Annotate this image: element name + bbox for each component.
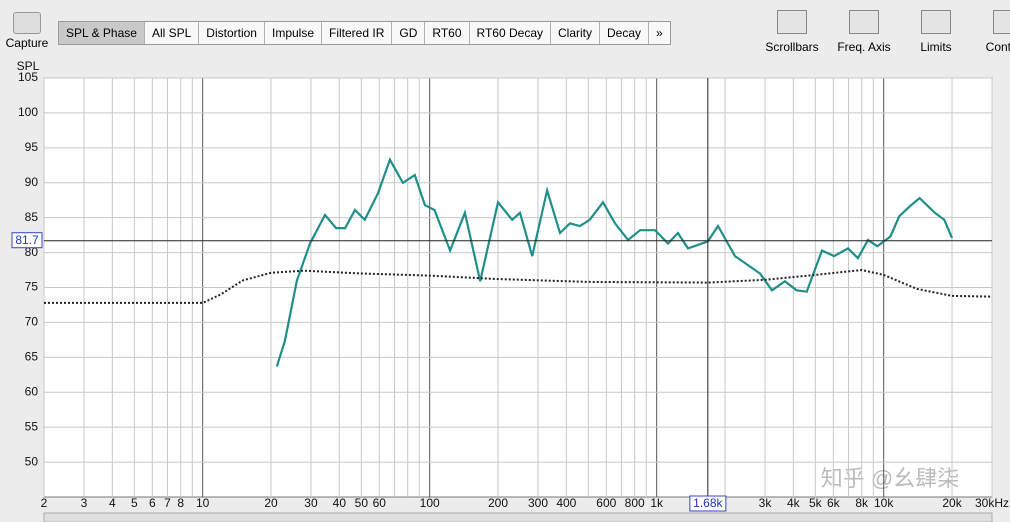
y-tick-label: 85: [25, 210, 39, 224]
x-tick-label: 10k: [874, 496, 894, 510]
y-tick-label: 105: [18, 70, 38, 84]
x-tick-label: 6k: [827, 496, 841, 510]
x-tick-label: 20k: [942, 496, 962, 510]
x-tick-label: 2: [41, 496, 48, 510]
tool-buttons: Scrollbars Freq. Axis Limits Controls: [760, 10, 1010, 54]
tool-button[interactable]: Controls: [976, 10, 1010, 54]
watermark: 知乎 @幺肆柒: [821, 466, 959, 491]
y-tick-label: 75: [25, 280, 39, 294]
y-tick-label: 95: [25, 140, 39, 154]
tab[interactable]: All SPL: [145, 22, 200, 44]
tool-label: Scrollbars: [765, 40, 819, 54]
x-tick-label: 4: [109, 496, 116, 510]
toolbar: Capture SPL & Phase All SPL Distortion Impu…: [0, 0, 1010, 60]
x-tick-label: 60: [373, 496, 387, 510]
tool-icon: [921, 10, 951, 34]
tool-button[interactable]: Limits: [904, 10, 968, 54]
tab[interactable]: Clarity: [551, 22, 601, 44]
x-tick-label: 8: [177, 496, 184, 510]
tab[interactable]: RT60: [425, 22, 470, 44]
x-tick-label: 5: [131, 496, 138, 510]
x-tick-label: 20: [264, 496, 278, 510]
x-tick-label: 50: [355, 496, 369, 510]
x-tick-label: 30kHz: [975, 496, 1009, 510]
tool-button[interactable]: Scrollbars: [760, 10, 824, 54]
tool-button[interactable]: Freq. Axis: [832, 10, 896, 54]
tool-label: Limits: [920, 40, 952, 54]
x-tick-label: 3: [81, 496, 88, 510]
x-tick-label: 300: [528, 496, 548, 510]
cursor-y-box: [11, 232, 43, 249]
y-tick-label: 90: [25, 175, 39, 189]
capture-button[interactable]: Capture: [4, 12, 50, 50]
x-tick-label: 40: [333, 496, 347, 510]
tab[interactable]: Impulse: [265, 22, 323, 44]
y-tick-label: 70: [25, 315, 39, 329]
tab[interactable]: GD: [392, 22, 426, 44]
tab[interactable]: SPL & Phase: [59, 22, 145, 44]
tab[interactable]: Distortion: [199, 22, 265, 44]
x-tick-label: 100: [420, 496, 440, 510]
tool-label: Controls: [985, 40, 1010, 54]
x-tick-label: 8k: [855, 496, 869, 510]
cursor-y-label: 81.7: [15, 233, 39, 247]
tab[interactable]: Decay: [600, 22, 650, 44]
series-line: [44, 268, 993, 304]
x-tick-label: 600: [596, 496, 616, 510]
tool-icon: [777, 10, 807, 34]
capture-label: Capture: [5, 36, 49, 50]
x-tick-label: 4k: [787, 496, 801, 510]
x-tick-label: 200: [488, 496, 508, 510]
y-tick-label: 50: [25, 454, 39, 468]
y-tick-label: 60: [25, 384, 39, 398]
cursor-x-label: 1.68k: [693, 496, 723, 510]
scrollbar[interactable]: [43, 512, 993, 522]
series-line: [275, 157, 954, 367]
x-tick-label: 10: [196, 496, 210, 510]
y-tick-label: 55: [25, 419, 39, 433]
tab[interactable]: »: [656, 26, 663, 40]
x-tick-label: 30: [304, 496, 318, 510]
y-tick-label: 65: [25, 350, 39, 364]
tab-bar: SPL & Phase All SPL Distortion Impulse Filte…: [58, 21, 671, 45]
tool-icon: [993, 10, 1010, 34]
x-tick-label: 800: [625, 496, 645, 510]
cursor-x-box: [689, 495, 727, 512]
y-tick-label: 100: [18, 105, 38, 119]
x-tick-label: 5k: [809, 496, 823, 510]
tab[interactable]: RT60 Decay: [470, 22, 551, 44]
x-tick-label: 3k: [759, 496, 773, 510]
y-tick-label: 80: [25, 245, 39, 259]
x-tick-label: 400: [556, 496, 576, 510]
x-tick-label: 7: [164, 496, 171, 510]
x-tick-label: 6: [149, 496, 156, 510]
tool-icon: [849, 10, 879, 34]
tool-label: Freq. Axis: [837, 40, 891, 54]
tab[interactable]: Filtered IR: [322, 22, 393, 44]
x-tick-label: 1k: [650, 496, 664, 510]
y-axis-label: SPL: [17, 59, 40, 73]
